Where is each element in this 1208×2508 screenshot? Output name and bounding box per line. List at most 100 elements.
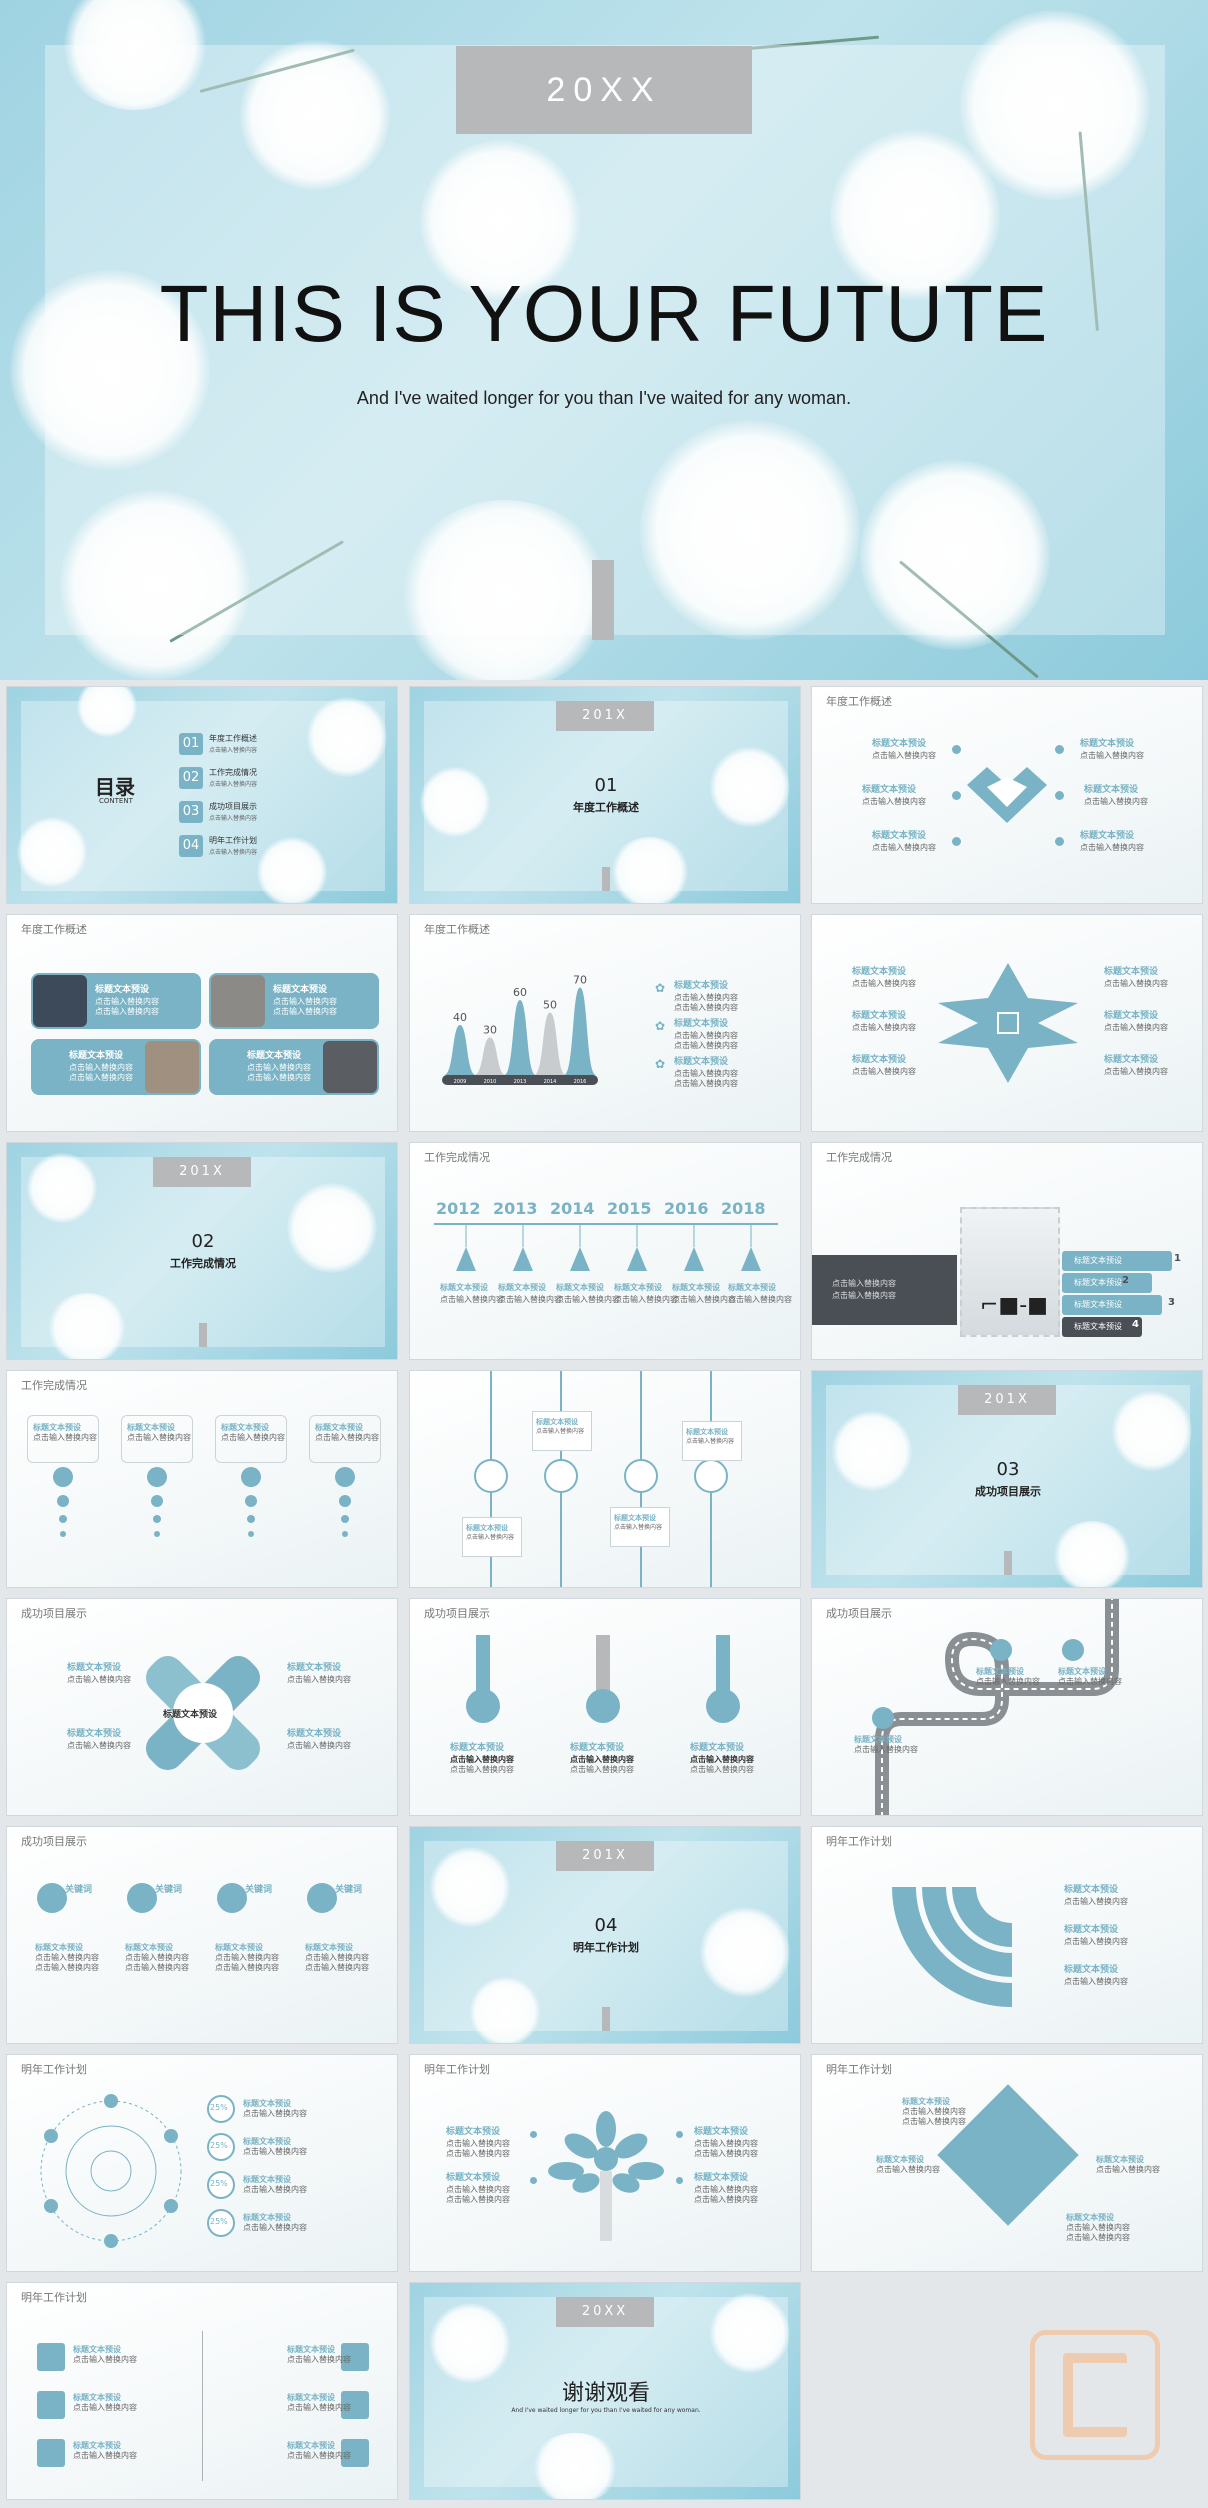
item-desc: 点击输入替换内容 bbox=[872, 843, 936, 852]
toc-item-desc: 点击输入替换内容 bbox=[209, 815, 258, 822]
section-year-box: 201X bbox=[958, 1385, 1056, 1415]
photo-glasses bbox=[960, 1207, 1060, 1337]
section-04-slide[interactable]: 201X 04 明年工作计划 bbox=[409, 1826, 801, 2044]
card-label: 标题文本预设 bbox=[273, 985, 328, 995]
box-label: 标题文本预设 bbox=[466, 1524, 508, 1532]
item-label: 标题文本预设 bbox=[570, 1743, 625, 1753]
flower-decoration bbox=[47, 1293, 127, 1359]
slide-heading: 成功项目展示 bbox=[826, 1607, 892, 1620]
card-desc: 点击输入替换内容 bbox=[247, 1063, 311, 1072]
copy-icon bbox=[586, 1689, 620, 1723]
slide-heading: 明年工作计划 bbox=[826, 1835, 892, 1848]
step-label: 标题文本预设 bbox=[1074, 1300, 1122, 1309]
bullet-dot bbox=[60, 1531, 66, 1537]
chart-icon bbox=[474, 1459, 508, 1493]
flower-decoration bbox=[430, 1847, 510, 1927]
slide-overview-cards[interactable]: 年度工作概述 标题文本预设 点击输入替换内容 点击输入替换内容 标题文本预设 点… bbox=[6, 914, 398, 1132]
flower-decoration bbox=[10, 270, 210, 470]
slide-vertical-lines[interactable]: 标题文本预设 点击输入替换内容 标题文本预设 点击输入替换内容 标题文本预设 点… bbox=[409, 1370, 801, 1588]
slide-steps[interactable]: 工作完成情况 点击输入替换内容 点击输入替换内容 ⌐■-■ 1 2 3 4 标题… bbox=[811, 1142, 1203, 1360]
tree-icon bbox=[548, 2111, 664, 2241]
step-num: 2 bbox=[1122, 1275, 1129, 1286]
arc-shape bbox=[892, 1887, 1012, 2007]
end-slide[interactable]: 20XX 谢谢观看 And I've waited longer for you… bbox=[409, 2282, 801, 2500]
panel-desc: 点击输入替换内容 bbox=[832, 1291, 896, 1300]
item-desc: 点击输入替换内容 bbox=[446, 2139, 510, 2148]
card-label: 标题文本预设 bbox=[95, 985, 150, 995]
card-desc: 点击输入替换内容 bbox=[95, 1007, 159, 1016]
item-desc: 点击输入替换内容 bbox=[450, 1765, 514, 1774]
flower-decoration bbox=[430, 2303, 510, 2383]
slide-timeline[interactable]: 工作完成情况 2012 2013 2014 2015 2016 2018 标题文… bbox=[409, 1142, 801, 1360]
box-desc: 点击输入替换内容 bbox=[127, 1433, 191, 1442]
flower-decoration bbox=[640, 420, 860, 640]
timeline-line bbox=[434, 1223, 778, 1225]
slide-x-shape[interactable]: 成功项目展示 标题文本预设 标题文本预设 点击输入替换内容 标题文本预设 点击输… bbox=[6, 1598, 398, 1816]
section-year-box: 201X bbox=[556, 701, 654, 731]
item-label: 标题文本预设 bbox=[690, 1743, 745, 1753]
keyword: 关键词 bbox=[155, 1885, 183, 1895]
slide-tree[interactable]: 明年工作计划 标题文本预设 点击输入替换内容 点击输入替换内容 标题文本预设 点… bbox=[409, 2054, 801, 2272]
section-02-slide[interactable]: 201X 02 工作完成情况 bbox=[6, 1142, 398, 1360]
slide-four-boxes[interactable]: 工作完成情况 标题文本预设 点击输入替换内容 标题文本预设 点击输入替换内容 标… bbox=[6, 1370, 398, 1588]
bulb-icon bbox=[37, 2439, 65, 2467]
item-desc: 点击输入替换内容 bbox=[728, 1295, 792, 1304]
item-label: 标题文本预设 bbox=[446, 2173, 501, 2183]
slide-chart[interactable]: 年度工作概述 40 2009 30 2010 60 2013 50 2014 70 2016 ✿ … bbox=[409, 914, 801, 1132]
percent-badge bbox=[207, 2171, 235, 2199]
slide-heading: 成功项目展示 bbox=[21, 1607, 87, 1620]
slide-arcs[interactable]: 明年工作计划 标题文本预设 点击输入替换内容 标题文本预设 点击输入替换内容 标… bbox=[811, 1826, 1203, 2044]
bullet-dot bbox=[676, 2177, 683, 2184]
content-frame bbox=[45, 45, 1165, 635]
logo-glyph bbox=[1063, 2353, 1127, 2437]
slide-heading: 明年工作计划 bbox=[826, 2063, 892, 2076]
globe-icon bbox=[335, 1467, 355, 1487]
bullet-dot bbox=[341, 1515, 349, 1523]
slide-diamond[interactable]: 明年工作计划 标题文本预设 点击输入替换内容 点击输入替换内容 标题文本预设 点… bbox=[811, 2054, 1203, 2272]
section-year-box: 201X bbox=[153, 1157, 251, 1187]
item-desc: 点击输入替换内容 bbox=[215, 1953, 279, 1962]
item-desc: 点击输入替换内容 bbox=[243, 2147, 307, 2156]
gear-icon bbox=[341, 2391, 369, 2419]
item-desc: 点击输入替换内容 bbox=[73, 2355, 137, 2364]
slide-keywords[interactable]: 成功项目展示 关键词 关键词 关键词 关键词 标题文本预设 点击输入替换内容 点… bbox=[6, 1826, 398, 2044]
item-desc: 点击输入替换内容 bbox=[674, 1079, 738, 1088]
gear-icon: ✿ bbox=[655, 1057, 666, 1071]
timeline-year: 2016 bbox=[664, 1199, 709, 1218]
flower-decoration bbox=[60, 490, 250, 680]
toc-item-desc: 点击输入替换内容 bbox=[209, 849, 258, 856]
slide-road[interactable]: 成功项目展示 标题文本预设 点击输入替换内容 标题文本预设 点击输入替换内容 标… bbox=[811, 1598, 1203, 1816]
item-label: 标题文本预设 bbox=[1080, 739, 1135, 749]
toc-num-02: 02 bbox=[179, 767, 203, 789]
section-title: 工作完成情况 bbox=[170, 1257, 236, 1270]
item-label: 标题文本预设 bbox=[287, 1729, 342, 1739]
percent-text: 25% bbox=[210, 2141, 228, 2150]
slide-hanging-tags[interactable]: 成功项目展示 标题文本预设 点击输入替换内容 点击输入替换内容 标题文本预设 点… bbox=[409, 1598, 801, 1816]
box-desc: 点击输入替换内容 bbox=[33, 1433, 97, 1442]
x-shape bbox=[145, 1655, 261, 1771]
bullet-dot bbox=[530, 2177, 537, 2184]
chart-category-label: 2016 bbox=[574, 1079, 587, 1085]
cover-slide[interactable]: 20XX THIS IS YOUR FUTUTE And I've waited… bbox=[0, 0, 1208, 680]
slide-orbit[interactable]: 明年工作计划 25% 25% 25% 25% 标题文本预设 点击输入替换内容 标… bbox=[6, 2054, 398, 2272]
target-icon bbox=[694, 1459, 728, 1493]
section-01-slide[interactable]: 201X 01 年度工作概述 bbox=[409, 686, 801, 904]
slide-icon-list[interactable]: 明年工作计划 标题文本预设 点击输入替换内容 标题文本预设 点击输入替换内容 标… bbox=[6, 2282, 398, 2500]
slide-star-diagram[interactable]: 标题文本预设 点击输入替换内容 标题文本预设 点击输入替换内容 标题文本预设 点… bbox=[811, 914, 1203, 1132]
text-box bbox=[532, 1411, 592, 1451]
item-label: 标题文本预设 bbox=[728, 1283, 776, 1292]
item-label: 标题文本预设 bbox=[1064, 1965, 1119, 1975]
section-03-slide[interactable]: 201X 03 成功项目展示 bbox=[811, 1370, 1203, 1588]
bullet-dot bbox=[1055, 837, 1064, 846]
toc-slide[interactable]: 目录 CONTENT 01 02 03 04 年度工作概述 点击输入替换内容 工… bbox=[6, 686, 398, 904]
item-desc: 点击输入替换内容 bbox=[862, 797, 926, 806]
photo-thumb bbox=[211, 975, 265, 1027]
item-label: 标题文本预设 bbox=[556, 1283, 604, 1292]
item-desc: 点击输入替换内容 bbox=[852, 1067, 916, 1076]
bulb-icon bbox=[37, 1883, 67, 1913]
photo-thumb bbox=[323, 1041, 377, 1093]
toc-title: 目录 bbox=[95, 775, 135, 799]
item-desc: 点击输入替换内容 bbox=[67, 1741, 131, 1750]
cover-subtitle: And I've waited longer for you than I've… bbox=[356, 388, 852, 408]
slide-overview-heart[interactable]: 年度工作概述 标题文本预设 点击输入替换内容 标题文本预设 点击输入替换内容 标… bbox=[811, 686, 1203, 904]
